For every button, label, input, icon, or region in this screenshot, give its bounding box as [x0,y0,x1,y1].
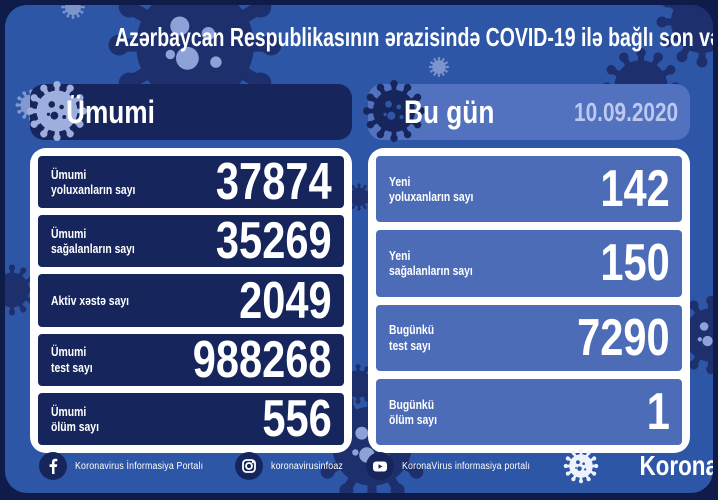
stat-value: 556 [262,389,332,448]
stat-value: 988268 [193,330,332,389]
brand-name: KoronaVirus [639,450,713,481]
stat-value: 2049 [239,271,332,330]
stat-value: 7290 [577,308,670,367]
today-panel-body: Yeni yoluxanların sayı 142 Yeni sağalanl… [368,148,690,453]
youtube-link[interactable]: KoronaVirus informasiya portalı [366,452,548,480]
today-panel-title: Bu gün [404,93,495,130]
facebook-label: Koronavirus İnformasiya Portalı [75,460,204,472]
stat-value: 35269 [216,212,332,271]
stat-row-today-deaths: Bugünkü ölüm sayı 1 [376,378,682,445]
stat-row-total-tests: Ümumi test sayı 988268 [38,330,344,389]
stat-value: 150 [600,234,670,293]
stat-label: Yeni yoluxanların sayı [389,173,474,205]
stat-value: 37874 [216,153,332,212]
report-date: 10.09.2020 [573,96,678,127]
stat-label: Ümumi yoluxanların sayı [51,166,136,198]
stat-value: 1 [646,382,670,441]
virus-decoration-icon [428,56,450,78]
stat-row-total-recovered: Ümumi sağalanların sayı 35269 [38,212,344,271]
youtube-icon [366,452,395,480]
stat-label: Yeni sağalanların sayı [389,248,473,279]
stat-value: 142 [600,160,670,219]
infographic-poster: Azərbaycan Respublikasının ərazisində CO… [5,5,713,493]
stat-row-new-infected: Yeni yoluxanların sayı 142 [376,156,682,223]
total-panel-title: Ümumi [66,93,155,130]
instagram-label: koronavirusinfoaz [270,460,343,472]
total-panel-header: Ümumi [30,84,352,140]
stat-label: Ümumi sağalanların sayı [51,225,135,257]
virus-icon [562,447,600,485]
stat-label: Ümumi test sayı [51,344,93,375]
youtube-label: KoronaVirus informasiya portalı [402,460,531,472]
stat-label: Aktiv xəstə sayı [51,292,130,308]
stat-label: Ümumi ölüm sayı [51,403,99,434]
page-title: Azərbaycan Respublikasının ərazisində CO… [5,22,713,53]
stat-label: Bugünkü test sayı [389,322,435,353]
stat-row-active-cases: Aktiv xəstə sayı 2049 [38,271,344,330]
facebook-link[interactable]: Koronavirus İnformasiya Portalı [39,452,221,480]
stat-row-total-infected: Ümumi yoluxanların sayı 37874 [38,153,344,212]
instagram-link[interactable]: koronavirusinfoaz [234,452,353,480]
virus-decoration-icon [60,5,86,20]
page-title-text: Azərbaycan Respublikasının ərazisində CO… [114,22,713,52]
today-panel-header: Bu gün 10.09.2020 [368,84,690,140]
stat-row-total-deaths: Ümumi ölüm sayı 556 [38,389,344,448]
brand-logo: KoronaVirus info [562,447,713,485]
footer-bar: Koronavirus İnformasiya Portalı koronavi… [5,445,713,491]
stat-row-new-recovered: Yeni sağalanların sayı 150 [376,230,682,297]
stat-row-today-tests: Bugünkü test sayı 7290 [376,304,682,371]
facebook-icon [39,452,67,480]
instagram-icon [234,452,263,480]
total-panel-body: Ümumi yoluxanların sayı 37874 Ümumi sağa… [30,148,352,453]
stat-label: Bugünkü ölüm sayı [389,396,437,427]
